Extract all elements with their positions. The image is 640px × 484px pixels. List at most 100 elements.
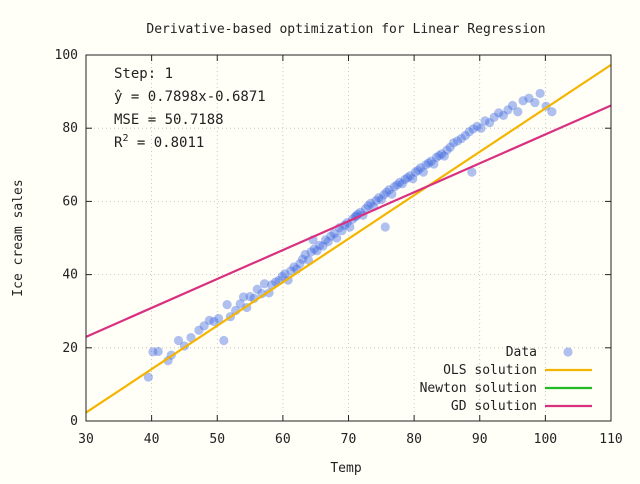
- data-point: [494, 108, 504, 118]
- data-point: [452, 136, 463, 146]
- data-point: [518, 96, 528, 106]
- data-point: [400, 174, 410, 185]
- data-point: [503, 105, 513, 115]
- r2-exponent: 2: [122, 133, 128, 144]
- data-point: [238, 292, 249, 302]
- y-axis-label: Ice cream sales: [11, 179, 26, 296]
- data-point: [318, 241, 328, 251]
- data-point: [498, 110, 508, 120]
- data-point: [379, 190, 389, 200]
- data-point: [312, 246, 322, 256]
- data-point: [289, 262, 299, 272]
- r2-label: R2 = 0.8011: [114, 133, 204, 151]
- legend-label: GD solution: [451, 399, 537, 414]
- data-point: [345, 222, 355, 232]
- y-tick-label: 20: [62, 341, 78, 356]
- data-point: [530, 97, 540, 108]
- data-point: [389, 182, 400, 192]
- data-point: [387, 189, 397, 199]
- chart-title: Derivative-based optimization for Linear…: [146, 22, 545, 37]
- data-point: [410, 167, 421, 177]
- data-point: [524, 93, 534, 103]
- data-point: [408, 174, 418, 184]
- r2-value: = 0.8011: [128, 135, 204, 151]
- data-point: [384, 185, 394, 195]
- x-tick-label: 50: [209, 432, 225, 447]
- data-point: [303, 255, 314, 265]
- data-point: [421, 160, 431, 170]
- data-point: [467, 167, 477, 177]
- data-point: [434, 151, 444, 161]
- data-point: [213, 313, 224, 324]
- data-point: [489, 112, 499, 122]
- x-axis-label: Temp: [330, 461, 361, 476]
- r2-symbol: R: [114, 135, 123, 151]
- data-point: [219, 335, 229, 346]
- data-point: [277, 271, 287, 282]
- x-tick-label: 90: [472, 432, 488, 447]
- x-tick-label: 110: [599, 432, 622, 447]
- data-point: [259, 279, 270, 289]
- data-point: [464, 127, 474, 137]
- data-point: [323, 237, 333, 247]
- data-point: [429, 159, 439, 169]
- data-point: [380, 222, 390, 232]
- data-point: [295, 259, 305, 269]
- data-point: [448, 138, 459, 148]
- data-point: [437, 149, 447, 159]
- data-point: [468, 124, 478, 134]
- x-tick-label: 80: [406, 432, 422, 447]
- y-tick-label: 100: [55, 48, 78, 63]
- x-tick-label: 70: [341, 432, 357, 447]
- data-point: [371, 196, 381, 206]
- data-point: [235, 299, 245, 309]
- data-point: [320, 235, 331, 245]
- data-point: [445, 142, 455, 152]
- data-point: [199, 321, 209, 331]
- regression-lines: [85, 63, 612, 414]
- data-point: [194, 325, 204, 335]
- x-tick-label: 40: [144, 432, 160, 447]
- data-point: [329, 229, 339, 239]
- legend-label: Newton solution: [420, 381, 537, 396]
- data-point: [315, 240, 325, 250]
- data-point: [476, 123, 486, 133]
- x-tick-label: 60: [275, 432, 291, 447]
- data-point: [286, 266, 296, 276]
- data-point: [306, 247, 316, 257]
- data-point: [143, 372, 153, 382]
- legend-swatch-data: [563, 347, 573, 357]
- data-point: [337, 226, 347, 236]
- data-point: [186, 332, 196, 343]
- data-point: [423, 158, 434, 168]
- data-point: [413, 165, 423, 175]
- ols-solution-line: [85, 63, 612, 414]
- step-label: Step: 1: [114, 66, 173, 82]
- data-point: [418, 167, 428, 177]
- mse-label: MSE = 50.7188: [114, 112, 224, 128]
- legend-label: Data: [506, 345, 537, 360]
- data-point: [309, 244, 319, 254]
- data-point: [381, 187, 392, 197]
- data-point: [426, 156, 436, 166]
- data-point: [535, 88, 545, 99]
- stats-annotation: Step: 1 ŷ = 0.7898x-0.6871 MSE = 50.7188…: [114, 66, 266, 151]
- data-point: [439, 151, 449, 161]
- data-point: [332, 233, 342, 243]
- legend-label: OLS solution: [443, 363, 537, 378]
- y-tick-label: 80: [62, 121, 78, 136]
- data-point: [153, 346, 163, 357]
- data-point: [402, 173, 413, 183]
- y-axis-ticks: 0 20 40 60 80 100: [55, 48, 611, 429]
- data-point: [484, 118, 495, 128]
- data-point: [513, 107, 523, 117]
- data-point: [397, 179, 407, 189]
- data-point: [148, 347, 158, 357]
- legend: Data OLS solution Newton solution GD soluti…: [420, 345, 592, 414]
- data-point: [395, 177, 405, 187]
- data-point: [204, 315, 214, 325]
- x-tick-label: 100: [534, 432, 557, 447]
